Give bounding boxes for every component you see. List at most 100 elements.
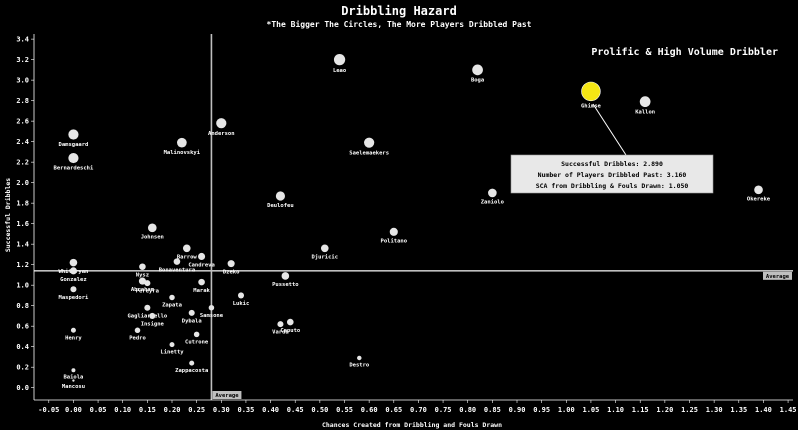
x-tick-label: 1.35 bbox=[730, 406, 747, 414]
point-label: Saelemaekers bbox=[349, 150, 389, 156]
point-label: Maspedori bbox=[59, 295, 89, 301]
x-tick-label: 1.30 bbox=[706, 406, 723, 414]
data-point bbox=[281, 272, 290, 280]
data-point bbox=[139, 263, 146, 271]
point-label: Linetty bbox=[160, 350, 184, 356]
point-label: Lukic bbox=[233, 301, 250, 307]
x-tick-label: 1.20 bbox=[656, 406, 673, 414]
point-label: Pedro bbox=[129, 336, 146, 342]
x-tick-label: 0.30 bbox=[213, 406, 230, 414]
x-tick-label: 0.00 bbox=[65, 406, 82, 414]
x-tick-label: -0.05 bbox=[38, 406, 59, 414]
data-point bbox=[198, 278, 205, 286]
data-point bbox=[169, 294, 175, 301]
x-tick-label: 0.10 bbox=[114, 406, 131, 414]
point-label: Abraham bbox=[131, 287, 155, 293]
point-label: Bonaventura bbox=[159, 267, 195, 273]
point-label: Mancosu bbox=[62, 384, 85, 390]
y-tick-label: 0.2 bbox=[16, 364, 29, 372]
x-tick-label: 0.90 bbox=[509, 406, 526, 414]
x-tick-label: 0.55 bbox=[336, 406, 353, 414]
x-tick-label: 1.05 bbox=[582, 406, 599, 414]
data-point bbox=[134, 327, 141, 334]
data-point bbox=[68, 129, 79, 140]
chart-subtitle: *The Bigger The Circles, The More Player… bbox=[267, 19, 532, 29]
y-tick-label: 0.4 bbox=[16, 343, 29, 351]
data-point bbox=[237, 292, 245, 299]
data-points: Leao Boga Ghimse Kallon Anderson Damsgaard Mal… bbox=[54, 54, 771, 390]
point-label: Gonzalez bbox=[60, 277, 87, 283]
avg-y-label-box bbox=[763, 271, 792, 280]
data-point bbox=[754, 185, 763, 195]
tooltip-line-2: Number of Players Dribbled Past: 3.160 bbox=[538, 171, 687, 179]
x-tick-label: 0.65 bbox=[385, 406, 402, 414]
data-point bbox=[182, 244, 191, 253]
data-point bbox=[169, 342, 175, 348]
y-tick-label: 3.0 bbox=[16, 77, 29, 85]
data-point bbox=[138, 277, 146, 285]
point-label: Malinovskyi bbox=[164, 150, 201, 156]
data-point bbox=[188, 309, 195, 316]
point-label: Dzeko bbox=[223, 270, 240, 276]
x-tick-label: 0.70 bbox=[410, 406, 427, 414]
y-tick-label: 1.8 bbox=[16, 200, 29, 208]
data-point bbox=[69, 258, 78, 267]
quadrant-label: Prolific & High Volume Dribbler bbox=[591, 46, 778, 58]
y-axis-label: Successful Dribbles bbox=[4, 178, 12, 252]
x-tick-label: 0.25 bbox=[188, 406, 205, 414]
x-tick-label: 0.40 bbox=[262, 406, 279, 414]
x-tick-label: 0.20 bbox=[164, 406, 181, 414]
point-label: Marak bbox=[193, 288, 210, 294]
y-tick-label: 2.4 bbox=[16, 138, 29, 146]
tooltip-line-1: Successful Dribbles: 2.890 bbox=[561, 160, 663, 168]
reference-lines: Average Average bbox=[34, 34, 793, 400]
avg-y-label: Average bbox=[766, 274, 790, 280]
y-tick-label: 2.0 bbox=[16, 179, 29, 187]
point-label: Johnsen bbox=[141, 235, 164, 241]
tooltip-line-3: SCA from Dribbling & Fouls Drawn: 1.050 bbox=[536, 182, 689, 190]
data-point bbox=[472, 64, 483, 76]
data-point bbox=[227, 260, 235, 268]
point-label: Okereke bbox=[747, 197, 771, 203]
data-point bbox=[144, 280, 151, 287]
data-point bbox=[275, 191, 286, 201]
point-label: Insigne bbox=[141, 321, 165, 327]
data-point bbox=[357, 355, 362, 361]
x-tick-label: 0.50 bbox=[311, 406, 328, 414]
point-label: Barrow bbox=[177, 255, 198, 261]
y-tick-label: 1.0 bbox=[16, 282, 29, 290]
y-tick-label: 0.6 bbox=[16, 323, 29, 331]
y-tick-label: 2.8 bbox=[16, 97, 29, 105]
data-point bbox=[72, 379, 75, 382]
x-tick-label: 0.45 bbox=[287, 406, 304, 414]
x-tick-label: 1.25 bbox=[681, 406, 698, 414]
data-point bbox=[333, 54, 346, 66]
point-label: Anderson bbox=[208, 131, 235, 137]
point-label: Nysz bbox=[136, 273, 149, 279]
point-label: Djuricic bbox=[312, 254, 339, 261]
data-point bbox=[193, 331, 200, 338]
x-tick-label: 0.75 bbox=[435, 406, 452, 414]
tooltip-box bbox=[510, 154, 714, 194]
data-point bbox=[216, 118, 227, 129]
point-label: Zappacosta bbox=[175, 368, 208, 374]
data-point bbox=[208, 304, 215, 311]
y-tick-label: 2.6 bbox=[16, 118, 29, 126]
y-tick-label: 1.6 bbox=[16, 220, 29, 228]
data-point bbox=[144, 304, 151, 311]
x-tick-label: 0.15 bbox=[139, 406, 156, 414]
highlight-tooltip: Successful Dribbles: 2.890 Number of Pla… bbox=[510, 103, 714, 194]
x-tick-label: 0.05 bbox=[90, 406, 107, 414]
point-label: Zaniolo bbox=[481, 200, 505, 206]
point-label: Cutrone bbox=[185, 340, 209, 346]
data-point bbox=[581, 81, 601, 102]
x-tick-label: 1.00 bbox=[558, 406, 575, 414]
point-label: Baiola bbox=[63, 375, 83, 381]
data-point bbox=[277, 321, 284, 328]
y-tick-label: 1.2 bbox=[16, 261, 29, 269]
data-point bbox=[389, 227, 398, 236]
point-label: Zapata bbox=[162, 303, 182, 309]
avg-x-label-box bbox=[212, 391, 242, 399]
point-label: Politano bbox=[381, 238, 408, 244]
